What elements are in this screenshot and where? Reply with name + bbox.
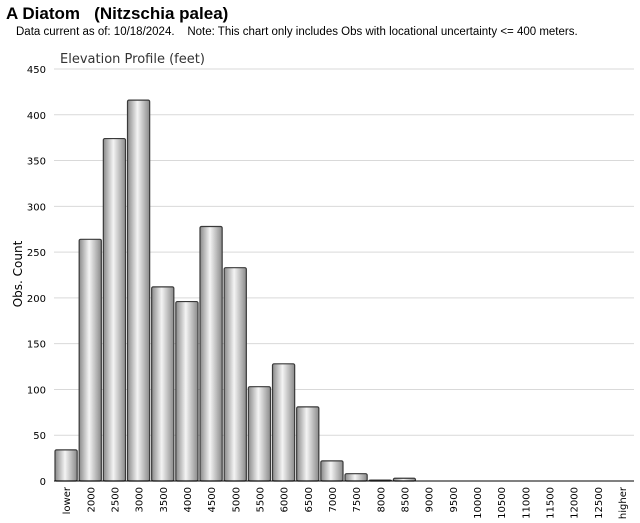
bar-4500 <box>199 225 223 482</box>
y-axis-label: Obs. Count <box>11 240 25 307</box>
bar-2000 <box>78 238 102 482</box>
x-tick-label: 2000 <box>86 487 97 512</box>
bar-3500 <box>151 286 175 482</box>
x-tick-label: 5500 <box>255 487 266 512</box>
bar-lower <box>54 449 78 482</box>
x-tick-label: 7500 <box>352 487 363 512</box>
bar-7500 <box>344 473 368 482</box>
x-tick-label: 12000 <box>570 487 581 519</box>
x-tick-label: 2500 <box>110 487 121 512</box>
x-tick-label: 8500 <box>400 487 411 512</box>
x-tick-label: lower <box>62 486 73 514</box>
x-tick-label: 10500 <box>497 487 508 519</box>
x-tick-label: 4500 <box>207 487 218 512</box>
bar-5000 <box>223 267 247 482</box>
bar-6500 <box>296 406 320 482</box>
x-tick-label: 6000 <box>280 487 291 512</box>
x-tick-label: 9000 <box>425 487 436 512</box>
y-tick-label: 150 <box>27 340 46 351</box>
y-tick-label: 0 <box>40 477 46 488</box>
data-note: Data current as of: 10/18/2024. Note: Th… <box>16 26 578 38</box>
x-tick-label: 7000 <box>328 487 339 512</box>
bar-3000 <box>126 99 151 482</box>
page-title: A Diatom (Nitzschia palea) <box>6 4 229 23</box>
y-tick-label: 350 <box>27 157 46 168</box>
x-tick-label: 9500 <box>449 487 460 512</box>
x-tick-label: higher <box>618 486 629 519</box>
x-tick-label: 4000 <box>183 487 194 512</box>
y-tick-label: 400 <box>27 111 46 122</box>
bar-5500 <box>247 386 272 482</box>
x-tick-label: 6500 <box>304 487 315 512</box>
y-tick-label: 50 <box>33 431 46 442</box>
x-tick-label: 11500 <box>545 487 556 519</box>
x-tick-label: 3500 <box>159 487 170 512</box>
x-tick-label: 10000 <box>473 487 484 519</box>
bar-6000 <box>271 363 296 482</box>
chart-title: Elevation Profile (feet) <box>60 52 205 67</box>
bar-4000 <box>175 300 199 482</box>
y-tick-label: 200 <box>27 294 46 305</box>
x-tick-label: 11000 <box>521 487 532 519</box>
x-tick-label: 8000 <box>376 487 387 512</box>
x-tick-label: 3000 <box>135 487 146 512</box>
x-tick-label: 12500 <box>594 487 605 519</box>
y-tick-label: 100 <box>27 385 46 396</box>
x-tick-label: 5000 <box>231 487 242 512</box>
y-tick-label: 450 <box>27 65 46 76</box>
y-tick-label: 250 <box>27 248 46 259</box>
y-tick-label: 300 <box>27 202 46 213</box>
bar-7000 <box>320 460 344 482</box>
bar-2500 <box>102 137 127 482</box>
